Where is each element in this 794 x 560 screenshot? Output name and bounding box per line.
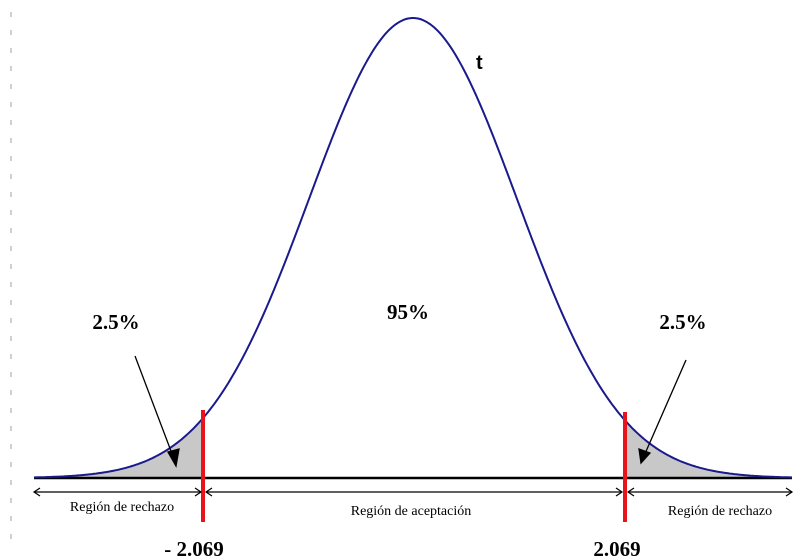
right-rejection-area bbox=[625, 420, 792, 478]
tail-pointer-arrows bbox=[134, 355, 687, 468]
right-region-label: Región de rechazo bbox=[668, 504, 772, 519]
center-region-label: Región de aceptación bbox=[351, 504, 472, 519]
left-region-label: Región de rechazo bbox=[70, 500, 174, 515]
region-arrows bbox=[32, 487, 794, 497]
right-tail-percent: 2.5% bbox=[659, 310, 706, 334]
curve-label: t bbox=[476, 52, 483, 74]
right-critical-value: 2.069 bbox=[593, 537, 640, 560]
left-tail-percent: 2.5% bbox=[92, 310, 139, 334]
left-rejection-area bbox=[34, 418, 203, 478]
center-percent: 95% bbox=[387, 300, 429, 324]
left-critical-value: - 2.069 bbox=[164, 537, 224, 560]
t-density-curve bbox=[34, 17, 792, 479]
